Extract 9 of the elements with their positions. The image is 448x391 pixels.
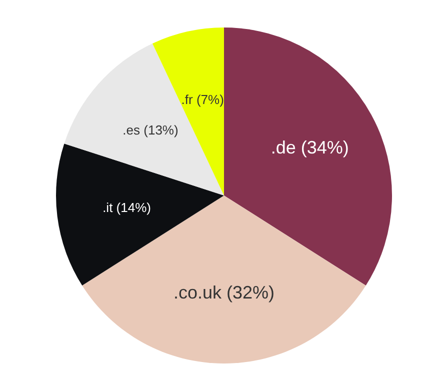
slice-label: .de (34%) [270, 137, 349, 158]
pie-slice [64, 43, 224, 196]
pie-slice [82, 196, 366, 364]
slice-label: .co.uk (32%) [173, 282, 275, 302]
pie-slice [56, 144, 224, 286]
slice-label: .it (14%) [102, 200, 151, 215]
slice-label: .es (13%) [122, 122, 178, 138]
slice-label: .fr (7%) [181, 92, 224, 107]
pie-slice [224, 28, 392, 286]
